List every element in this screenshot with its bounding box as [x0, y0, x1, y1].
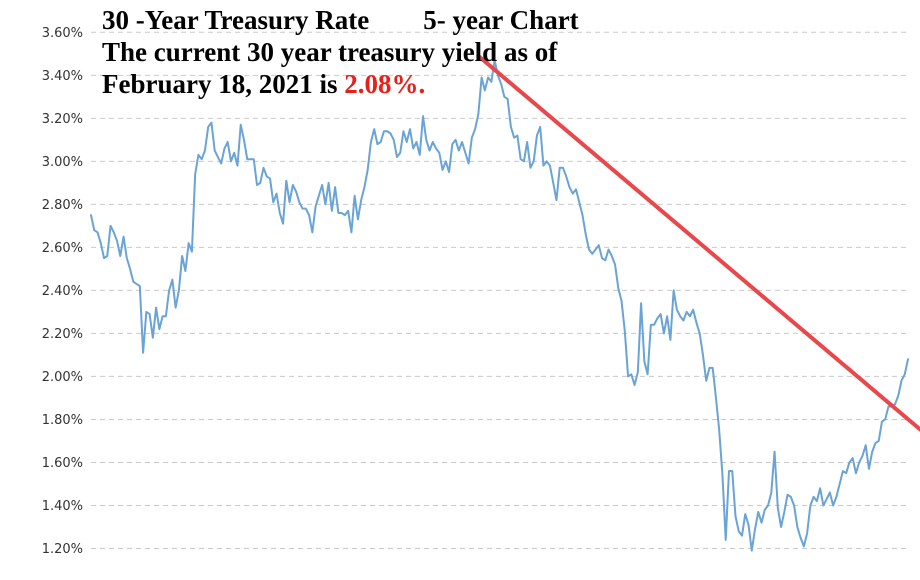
chart-title: 30 -Year Treasury Rate 5- year Chart The…: [102, 4, 742, 100]
chart-title-date-text: February 18, 2021 is: [102, 69, 345, 99]
current-yield-value: 2.08%.: [344, 69, 426, 99]
chart-title-line-1: 30 -Year Treasury Rate 5- year Chart: [102, 5, 579, 35]
y-tick-label: 2.40%: [42, 284, 83, 299]
y-tick-label: 3.60%: [42, 26, 83, 41]
chart-title-line-3: February 18, 2021 is 2.08%.: [102, 68, 742, 100]
chart-title-line-2: The current 30 year treasury yield as of: [102, 37, 558, 67]
series-line: [90, 59, 909, 552]
y-tick-label: 3.40%: [42, 69, 83, 84]
y-tick-label: 1.40%: [42, 499, 83, 514]
y-tick-label: 2.00%: [42, 370, 83, 385]
y-tick-label: 3.00%: [42, 155, 83, 170]
y-tick-label: 1.80%: [42, 413, 83, 428]
y-tick-label: 1.20%: [42, 542, 83, 557]
downtrend-line: [476, 53, 920, 432]
y-tick-label: 1.60%: [42, 456, 83, 471]
y-tick-label: 2.80%: [42, 198, 83, 213]
y-tick-label: 2.20%: [42, 327, 83, 342]
y-tick-label: 3.20%: [42, 112, 83, 127]
y-tick-label: 2.60%: [42, 241, 83, 256]
